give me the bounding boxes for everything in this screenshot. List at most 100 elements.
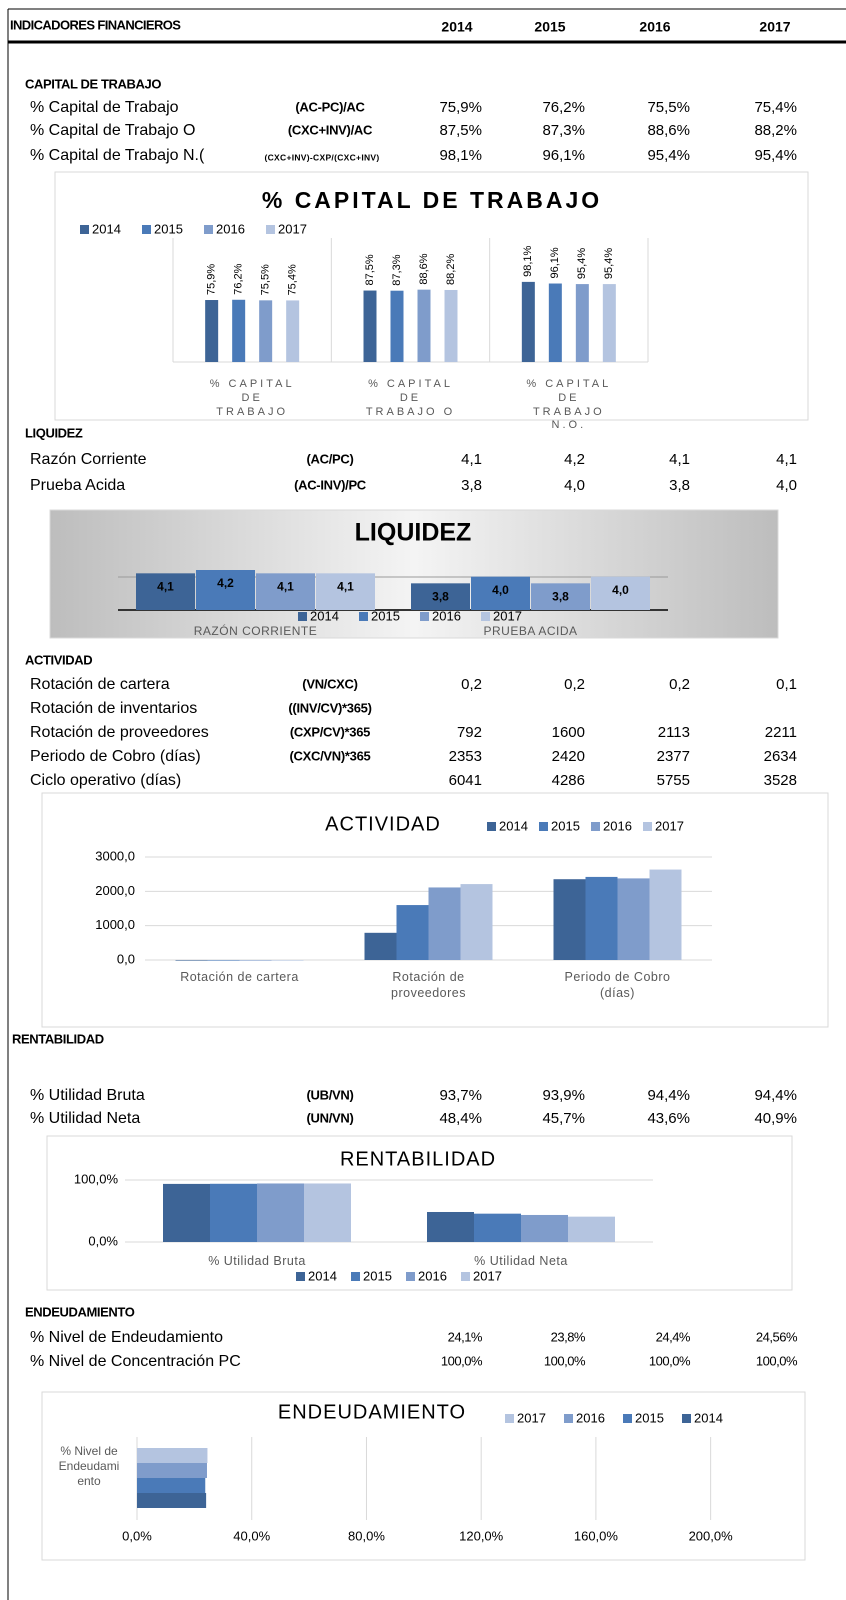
row-value: 24,1% (448, 1329, 483, 1344)
row-value: 23,8% (551, 1329, 586, 1344)
bar (591, 576, 650, 610)
legend-swatch (351, 1272, 360, 1281)
bar (210, 1183, 257, 1242)
row-value: 95,4% (647, 147, 690, 164)
legend-swatch (481, 612, 490, 621)
legend-label: 2017 (655, 818, 684, 833)
bar (460, 884, 493, 960)
legend-swatch (142, 225, 151, 234)
legend-swatch (204, 225, 213, 234)
bar (364, 932, 397, 960)
row-label: % Nivel de Concentración PC (30, 1353, 241, 1370)
bar (521, 281, 535, 362)
row-value: 4,1 (669, 451, 690, 468)
y-tick-label: 3000,0 (95, 848, 135, 863)
row-value: 75,5% (647, 99, 690, 116)
row-label: Rotación de proveedores (30, 724, 209, 741)
bar (444, 289, 458, 362)
legend-label: 2014 (92, 221, 121, 236)
row-label: % Utilidad Bruta (30, 1087, 145, 1104)
bar (286, 300, 300, 362)
legend-label: 2015 (363, 1268, 392, 1283)
legend-label: 2014 (308, 1268, 337, 1283)
legend-swatch (266, 225, 275, 234)
year-header: 2017 (759, 19, 790, 35)
row-label: % Capital de Trabajo O (30, 122, 195, 139)
y-tick-label: 2000,0 (95, 883, 135, 898)
legend-label: 2015 (371, 608, 400, 623)
x-tick-label: 40,0% (233, 1528, 270, 1543)
chart-title: ACTIVIDAD (325, 813, 441, 835)
row-label: % Nivel de Endeudamiento (30, 1329, 223, 1346)
row-label: Periodo de Cobro (días) (30, 748, 201, 765)
bar (417, 289, 431, 362)
chart-title: ENDEUDAMIENTO (278, 1401, 466, 1423)
year-header: 2016 (639, 19, 670, 35)
row-value: 0,2 (669, 676, 690, 693)
row-value: 2211 (765, 724, 797, 741)
bar (396, 905, 429, 960)
data-label: 87,3% (391, 254, 403, 285)
bar (427, 1211, 474, 1242)
x-tick-label: 120,0% (459, 1528, 504, 1543)
bar (232, 299, 246, 362)
row-value: 0,2 (564, 676, 585, 693)
data-label: 75,5% (260, 264, 272, 295)
row-value: 45,7% (542, 1110, 585, 1127)
data-label: 88,6% (418, 253, 430, 284)
row-label: % Utilidad Neta (30, 1110, 140, 1127)
year-header: 2015 (534, 19, 565, 35)
row-label: % Capital de Trabajo (30, 99, 179, 116)
x-tick-label: 0,0% (122, 1528, 152, 1543)
bar (531, 583, 590, 610)
legend-label: 2016 (603, 818, 632, 833)
data-label: 3,8 (552, 590, 569, 604)
y-tick-label: 0,0% (88, 1233, 118, 1248)
bar (649, 869, 682, 960)
chart-title: % CAPITAL DE TRABAJO (262, 187, 602, 213)
bar (553, 879, 586, 960)
row-value: 4,2 (564, 451, 585, 468)
formula: (AC/PC) (306, 451, 353, 466)
legend-swatch (420, 612, 429, 621)
bar (585, 876, 618, 960)
bar (411, 583, 470, 610)
row-value: 87,3% (542, 122, 585, 139)
x-tick-label: 160,0% (574, 1528, 619, 1543)
row-value: 6041 (449, 772, 482, 789)
row-value: 96,1% (542, 147, 585, 164)
row-value: 4286 (552, 772, 585, 789)
data-label: 4,0 (492, 583, 509, 597)
legend-label: 2014 (694, 1410, 723, 1425)
legend-swatch (406, 1272, 415, 1281)
row-value: 75,9% (439, 99, 482, 116)
row-value: 24,4% (656, 1329, 691, 1344)
row-value: 4,0 (564, 477, 585, 494)
legend-label: 2016 (576, 1410, 605, 1425)
data-label: 98,1% (522, 245, 534, 276)
bar (136, 573, 195, 610)
legend-label: 2016 (418, 1268, 447, 1283)
data-label: 4,1 (337, 580, 354, 594)
year-header: 2014 (441, 19, 472, 35)
bar (257, 1183, 304, 1242)
bar (137, 1493, 207, 1508)
legend-swatch (487, 822, 496, 831)
legend-swatch (539, 822, 548, 831)
legend-swatch (505, 1414, 514, 1423)
section-title: RENTABILIDAD (12, 1031, 104, 1046)
row-value: 48,4% (439, 1110, 482, 1127)
row-label: Rotación de cartera (30, 676, 170, 693)
legend-label: 2016 (216, 221, 245, 236)
formula: (AC-PC)/AC (295, 99, 365, 114)
bar (137, 1448, 208, 1463)
bar (175, 959, 208, 961)
row-value: 4,1 (461, 451, 482, 468)
legend-label: 2016 (432, 608, 461, 623)
row-label: Prueba Acida (30, 477, 125, 494)
bar (256, 573, 315, 610)
sheet-title: INDICADORES FINANCIEROS (10, 17, 181, 32)
legend-label: 2014 (310, 608, 339, 623)
bar (137, 1478, 206, 1493)
